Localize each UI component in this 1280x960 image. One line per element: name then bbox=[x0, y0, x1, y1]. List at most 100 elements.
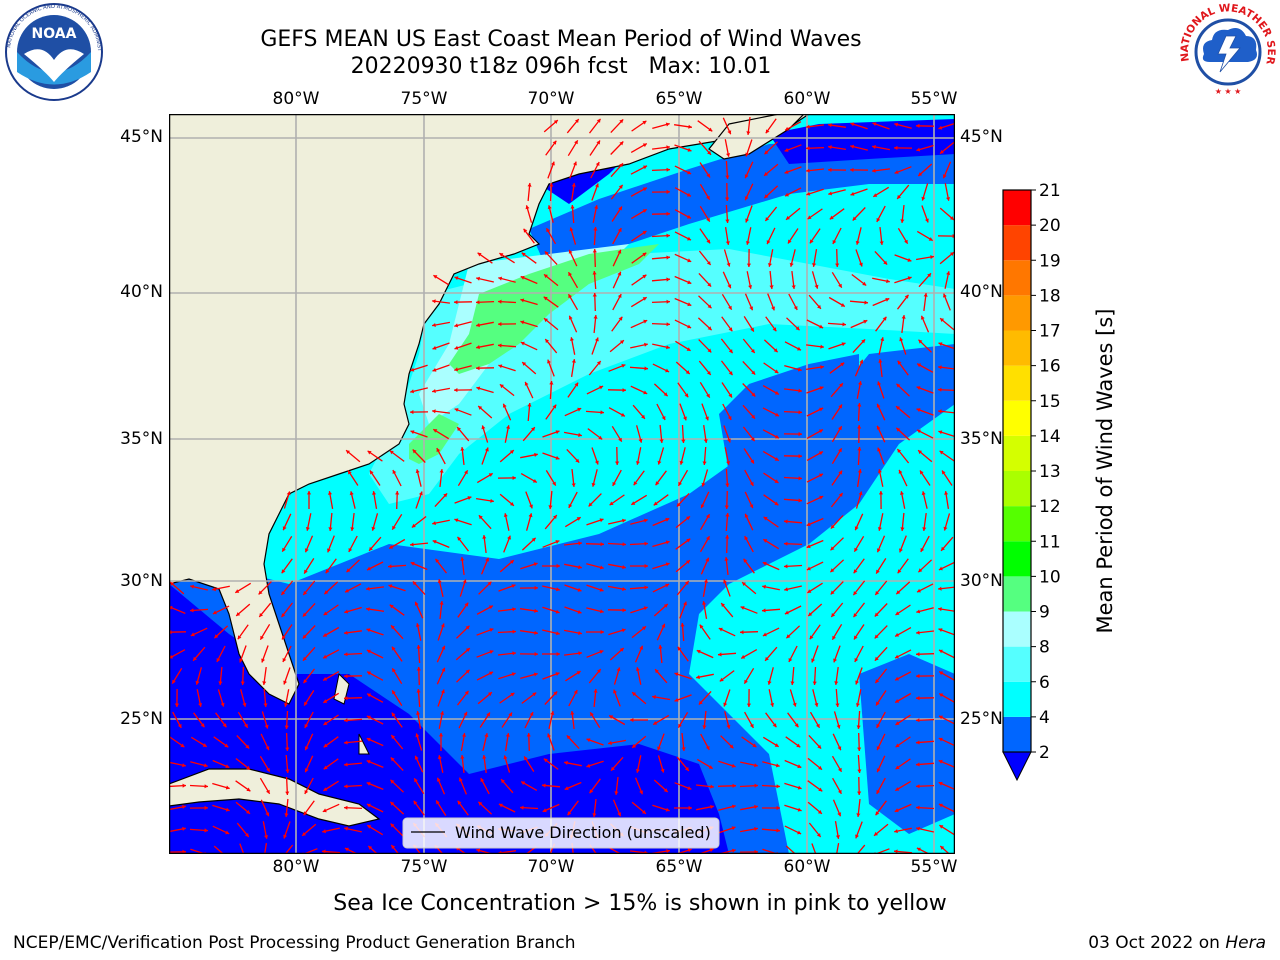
wave-arrow-head bbox=[302, 832, 307, 836]
wave-arrow-head bbox=[392, 690, 396, 695]
wave-arrow-head bbox=[198, 703, 203, 707]
wave-arrow-head bbox=[897, 569, 902, 574]
wave-arrow-head bbox=[774, 434, 779, 439]
lat-label-left: 30°N bbox=[120, 571, 163, 591]
wave-arrow-head bbox=[899, 548, 903, 553]
wave-arrow-head bbox=[907, 276, 912, 281]
wave-arrow-head bbox=[414, 755, 419, 760]
wave-arrow-head bbox=[366, 649, 371, 654]
wave-arrow-head bbox=[876, 425, 881, 430]
wave-arrow-head bbox=[284, 813, 289, 817]
wave-arrow-head bbox=[904, 294, 909, 299]
wave-arrow-head bbox=[306, 491, 312, 495]
wave-arrow-head bbox=[938, 365, 942, 370]
wave-arrow-head bbox=[433, 429, 438, 433]
sea-ice-caption: Sea Ice Concentration > 15% is shown in … bbox=[333, 891, 947, 916]
wave-arrow-head bbox=[246, 809, 250, 814]
wave-arrow-head bbox=[520, 341, 525, 346]
wave-arrow-head bbox=[190, 608, 194, 613]
contour-2-4s-east bbox=[719, 354, 859, 474]
wave-arrow-head bbox=[946, 271, 951, 275]
wave-arrow-head bbox=[784, 148, 789, 152]
wave-arrow-head bbox=[816, 723, 820, 728]
wave-arrow-head bbox=[819, 407, 824, 412]
wave-arrow-head bbox=[512, 651, 516, 656]
wave-arrow-head bbox=[484, 447, 489, 452]
wave-arrow-head bbox=[767, 263, 772, 267]
wave-arrow-head bbox=[751, 370, 756, 375]
wave-arrow-head bbox=[506, 425, 511, 429]
wave-arrow-head bbox=[609, 715, 614, 719]
wave-arrow-head bbox=[710, 784, 714, 789]
wave-arrow-head bbox=[772, 723, 777, 728]
wave-arrow-head bbox=[774, 390, 779, 395]
wave-arrow-shaft bbox=[284, 844, 294, 854]
wave-arrow-head bbox=[838, 789, 842, 794]
wave-arrow-head bbox=[876, 768, 881, 773]
lon-label-bottom: 75°W bbox=[400, 857, 448, 877]
wave-arrow-head bbox=[705, 745, 710, 750]
wave-arrow-head bbox=[840, 303, 845, 307]
wave-arrow-head bbox=[769, 285, 774, 289]
wave-arrow-head bbox=[528, 513, 533, 518]
wave-arrow-head bbox=[508, 712, 512, 717]
wave-arrow-head bbox=[485, 557, 489, 562]
wave-arrow-head bbox=[677, 646, 682, 651]
wave-arrow-head bbox=[874, 634, 879, 639]
colorbar-swatch bbox=[1003, 646, 1031, 682]
wave-arrow-head bbox=[577, 609, 582, 614]
lat-label-right: 45°N bbox=[960, 127, 1003, 147]
wave-arrow-head bbox=[262, 681, 267, 685]
wave-arrow-head bbox=[348, 548, 353, 552]
colorbar-swatch bbox=[1003, 435, 1031, 471]
wave-arrow-head bbox=[706, 514, 710, 519]
wave-arrow-head bbox=[182, 783, 186, 788]
wave-arrow-head bbox=[366, 628, 371, 633]
land-north-america bbox=[169, 114, 811, 705]
wave-arrow-head bbox=[390, 801, 395, 806]
colorbar-ticks: 2 4 6 8 9 10 11 12 13 14 15 16 17 18 19 20 21 bbox=[1031, 181, 1061, 763]
wave-arrow-head bbox=[877, 447, 881, 452]
wave-arrow-head bbox=[666, 345, 670, 350]
wave-arrow-head bbox=[798, 410, 802, 415]
wave-arrow-head bbox=[938, 607, 942, 612]
colorbar-swatch bbox=[1003, 330, 1031, 366]
wave-arrow-head bbox=[894, 849, 898, 854]
wave-arrow-head bbox=[853, 613, 858, 618]
wave-arrow-head bbox=[678, 723, 682, 728]
wave-arrow-head bbox=[617, 812, 622, 817]
land-bahamas bbox=[333, 672, 370, 755]
colorbar-tick-label: 11 bbox=[1039, 532, 1061, 552]
wave-arrow-head bbox=[410, 389, 414, 394]
wave-arrow-head bbox=[687, 280, 692, 285]
wave-arrow-head bbox=[302, 612, 307, 617]
wave-arrow-head bbox=[577, 587, 582, 592]
wave-arrow-head bbox=[725, 175, 730, 179]
wave-arrow-head bbox=[732, 783, 736, 788]
wave-arrow-head bbox=[661, 416, 666, 420]
wave-arrow-head bbox=[832, 240, 837, 244]
wave-arrow-head bbox=[895, 787, 900, 791]
wave-arrow-head bbox=[242, 702, 247, 707]
wave-arrow-head bbox=[454, 323, 459, 328]
wave-arrow-head bbox=[728, 371, 733, 376]
colorbar-tick-label: 9 bbox=[1039, 603, 1050, 623]
wave-arrow-head bbox=[432, 323, 436, 327]
wave-arrow-head bbox=[454, 518, 459, 523]
wave-arrow-head bbox=[611, 766, 615, 771]
wave-arrow-head bbox=[745, 218, 749, 223]
wave-arrow-head bbox=[224, 743, 229, 748]
wave-arrow-head bbox=[555, 609, 560, 614]
wave-arrow-head bbox=[916, 630, 920, 635]
wave-arrow-head bbox=[599, 518, 604, 523]
wave-arrow-head bbox=[774, 743, 779, 747]
wave-arrow-head bbox=[806, 146, 810, 151]
wave-arrow-head bbox=[633, 481, 638, 486]
colorbar-tick-label: 4 bbox=[1039, 708, 1050, 728]
wave-arrow-head bbox=[570, 205, 575, 209]
wave-arrow-head bbox=[818, 429, 823, 434]
lon-label-top: 70°W bbox=[527, 89, 575, 109]
wave-arrow-head bbox=[464, 602, 469, 607]
wave-arrow-head bbox=[643, 390, 648, 395]
lon-label-top: 80°W bbox=[272, 89, 320, 109]
